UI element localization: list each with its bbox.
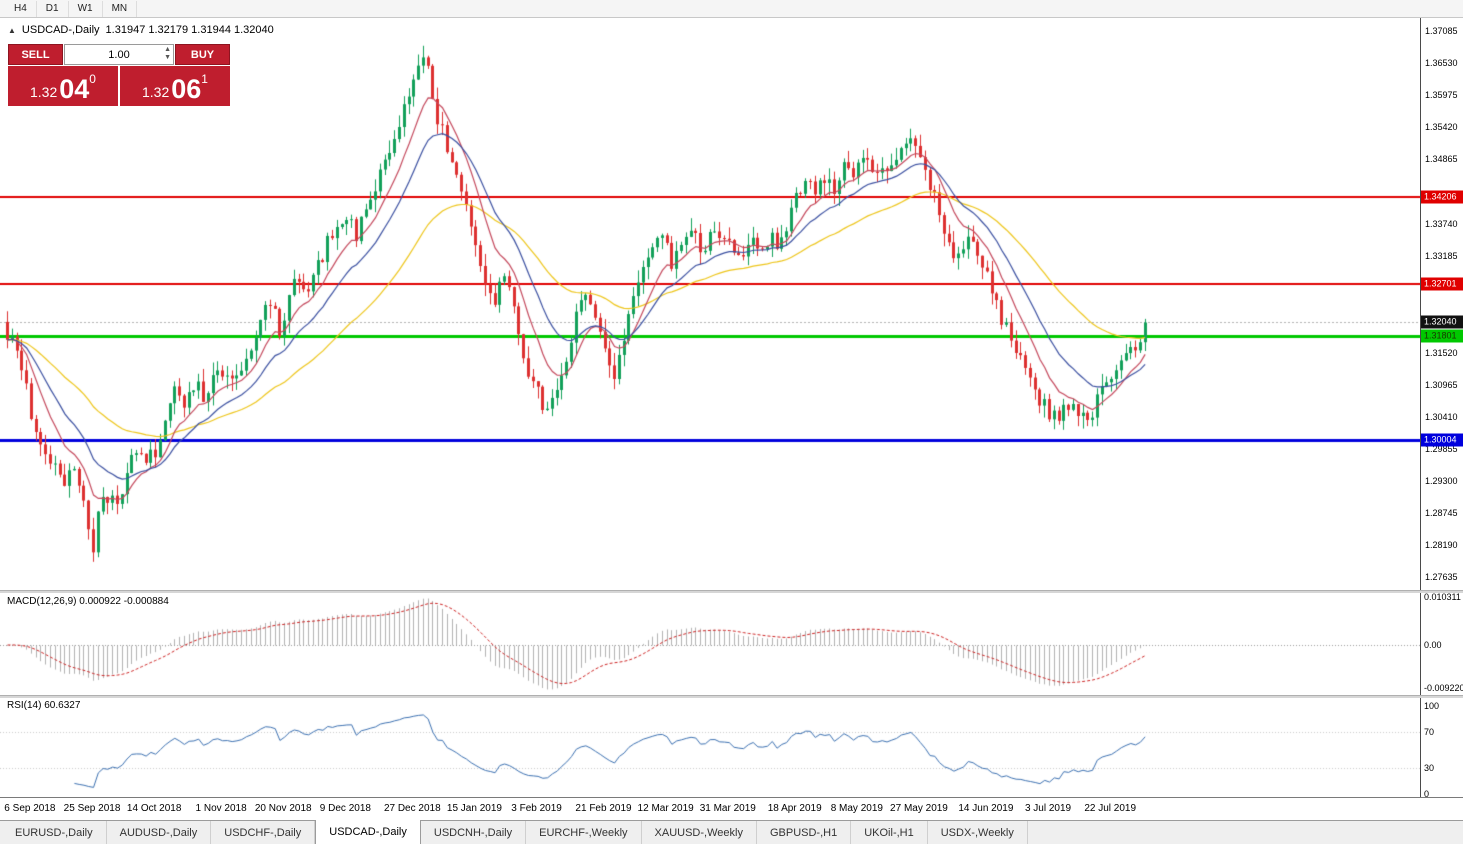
sell-price-frac: 0 [89,72,96,86]
tab-usdchf[interactable]: USDCHF-,Daily [211,821,316,844]
date-tick-label: 12 Mar 2019 [637,803,694,814]
chart-ohlc-values: 1.31947 1.32179 1.31944 1.32040 [105,24,274,36]
tab-ukoil[interactable]: UKOil-,H1 [851,821,928,844]
date-tick-label: 27 May 2019 [890,803,948,814]
price-axis-label: 1.30965 [1425,379,1458,390]
tab-usdcad[interactable]: USDCAD-,Daily [315,820,421,844]
price-axis-label: 1.37085 [1425,26,1458,36]
spinner-up-icon[interactable]: ▲ [164,46,171,53]
price-axis-label: 1.27635 [1425,572,1458,582]
macd-indicator-label: MACD(12,26,9) 0.000922 -0.000884 [7,596,169,607]
date-tick-label: 22 Jul 2019 [1084,803,1137,814]
price-axis-label: 1.34865 [1425,154,1458,165]
tab-gbpusd[interactable]: GBPUSD-,H1 [757,821,852,844]
buy-price-pips: 06 [171,74,202,104]
price-axis-label: 1.29300 [1425,475,1458,486]
collapse-arrow-icon[interactable]: ▲ [8,25,16,35]
macd-panel-splitter[interactable] [0,590,1463,593]
sell-price-prefix: 1.32 [30,84,58,100]
date-tick-label: 8 May 2019 [830,803,883,814]
price-axis-label: 1.35420 [1425,122,1458,133]
price-axis-label: 1.31520 [1425,347,1458,358]
rsi-axis-label: 0 [1424,789,1430,799]
timeframe-d1-button[interactable]: D1 [37,0,69,17]
macd-axis-label: 0.010311 [1424,592,1461,602]
buy-price-frac: 1 [201,72,208,86]
date-tick-label: 1 Nov 2018 [195,803,247,814]
date-tick-label: 25 Sep 2018 [63,803,121,814]
price-level-badge: 1.30004 [1421,433,1463,447]
tab-usdcnh[interactable]: USDCNH-,Daily [421,821,527,844]
price-axis-label: 1.33740 [1425,219,1458,230]
sell-price-display[interactable]: 1.32 04 0 [8,66,118,106]
sell-button[interactable]: SELL [8,44,63,65]
buy-price-prefix: 1.32 [142,84,170,100]
price-axis-label: 1.36530 [1425,58,1458,69]
price-axis-label: 1.29855 [1425,443,1458,454]
volume-spinner[interactable]: ▲ ▼ [164,46,171,62]
timeframe-mn-button[interactable]: MN [103,0,138,17]
rsi-indicator-label: RSI(14) 60.6327 [7,700,81,711]
tab-eurchf[interactable]: EURCHF-,Weekly [526,821,642,844]
date-tick-label: 27 Dec 2018 [383,803,441,814]
chart-tab-bar: EURUSD-,Daily AUDUSD-,Daily USDCHF-,Daily U… [0,820,1463,844]
tab-audusd[interactable]: AUDUSD-,Daily [107,821,212,844]
date-axis[interactable]: 6 Sep 2018 25 Sep 2018 14 Oct 2018 1 Nov 20… [0,797,1463,820]
spinner-down-icon[interactable]: ▼ [164,54,171,61]
date-tick-label: 14 Oct 2018 [126,803,182,814]
sell-price-pips: 04 [59,74,90,104]
price-level-badge: 1.32040 [1421,315,1463,329]
tab-xauusd[interactable]: XAUUSD-,Weekly [642,821,757,844]
price-level-badge: 1.32701 [1421,277,1463,291]
tab-eurusd[interactable]: EURUSD-,Daily [2,821,107,844]
rsi-axis-label: 70 [1424,727,1435,738]
date-tick-label: 20 Nov 2018 [254,803,312,814]
price-axis-label: 1.33185 [1425,251,1458,262]
volume-input[interactable]: 1.00 ▲ ▼ [64,44,174,65]
price-axis[interactable] [1420,18,1463,797]
date-tick-label: 15 Jan 2019 [446,803,502,814]
rsi-axis-label: 30 [1424,762,1435,773]
rsi-axis-label: 100 [1424,701,1440,711]
price-level-badge: 1.31801 [1421,329,1463,343]
price-axis-label: 1.35975 [1425,90,1458,101]
date-tick-label: 18 Apr 2019 [767,803,822,814]
tab-usdx[interactable]: USDX-,Weekly [928,821,1028,844]
date-tick-label: 6 Sep 2018 [4,803,56,814]
buy-button[interactable]: BUY [175,44,230,65]
one-click-trading-panel: SELL 1.00 ▲ ▼ BUY 1.32 04 0 1.32 06 1 [8,44,230,106]
date-tick-label: 3 Feb 2019 [511,803,562,814]
buy-price-display[interactable]: 1.32 06 1 [120,66,230,106]
price-level-badge: 1.34206 [1421,190,1463,204]
date-tick-label: 31 Mar 2019 [699,803,756,814]
date-tick-label: 21 Feb 2019 [575,803,632,814]
volume-value: 1.00 [108,48,130,61]
macd-axis-label: 0.00 [1424,640,1442,650]
timeframe-h4-button[interactable]: H4 [5,0,37,17]
chart-title: USDCAD-,Daily [21,24,100,36]
date-tick-label: 9 Dec 2018 [319,803,371,814]
date-tick-label: 14 Jun 2019 [958,803,1014,814]
price-axis-label: 1.28745 [1425,507,1458,518]
date-tick-label: 3 Jul 2019 [1024,803,1072,814]
rsi-panel-splitter[interactable] [0,695,1463,698]
timeframe-toolbar: H4 D1 W1 MN [0,0,1463,18]
price-axis-label: 1.30410 [1425,411,1458,422]
timeframe-w1-button[interactable]: W1 [69,0,103,17]
chart-header: ▲ USDCAD-,Daily 1.31947 1.32179 1.31944 … [8,24,274,36]
price-axis-label: 1.28190 [1425,539,1458,550]
macd-axis-label: -0.009220 [1424,682,1463,693]
